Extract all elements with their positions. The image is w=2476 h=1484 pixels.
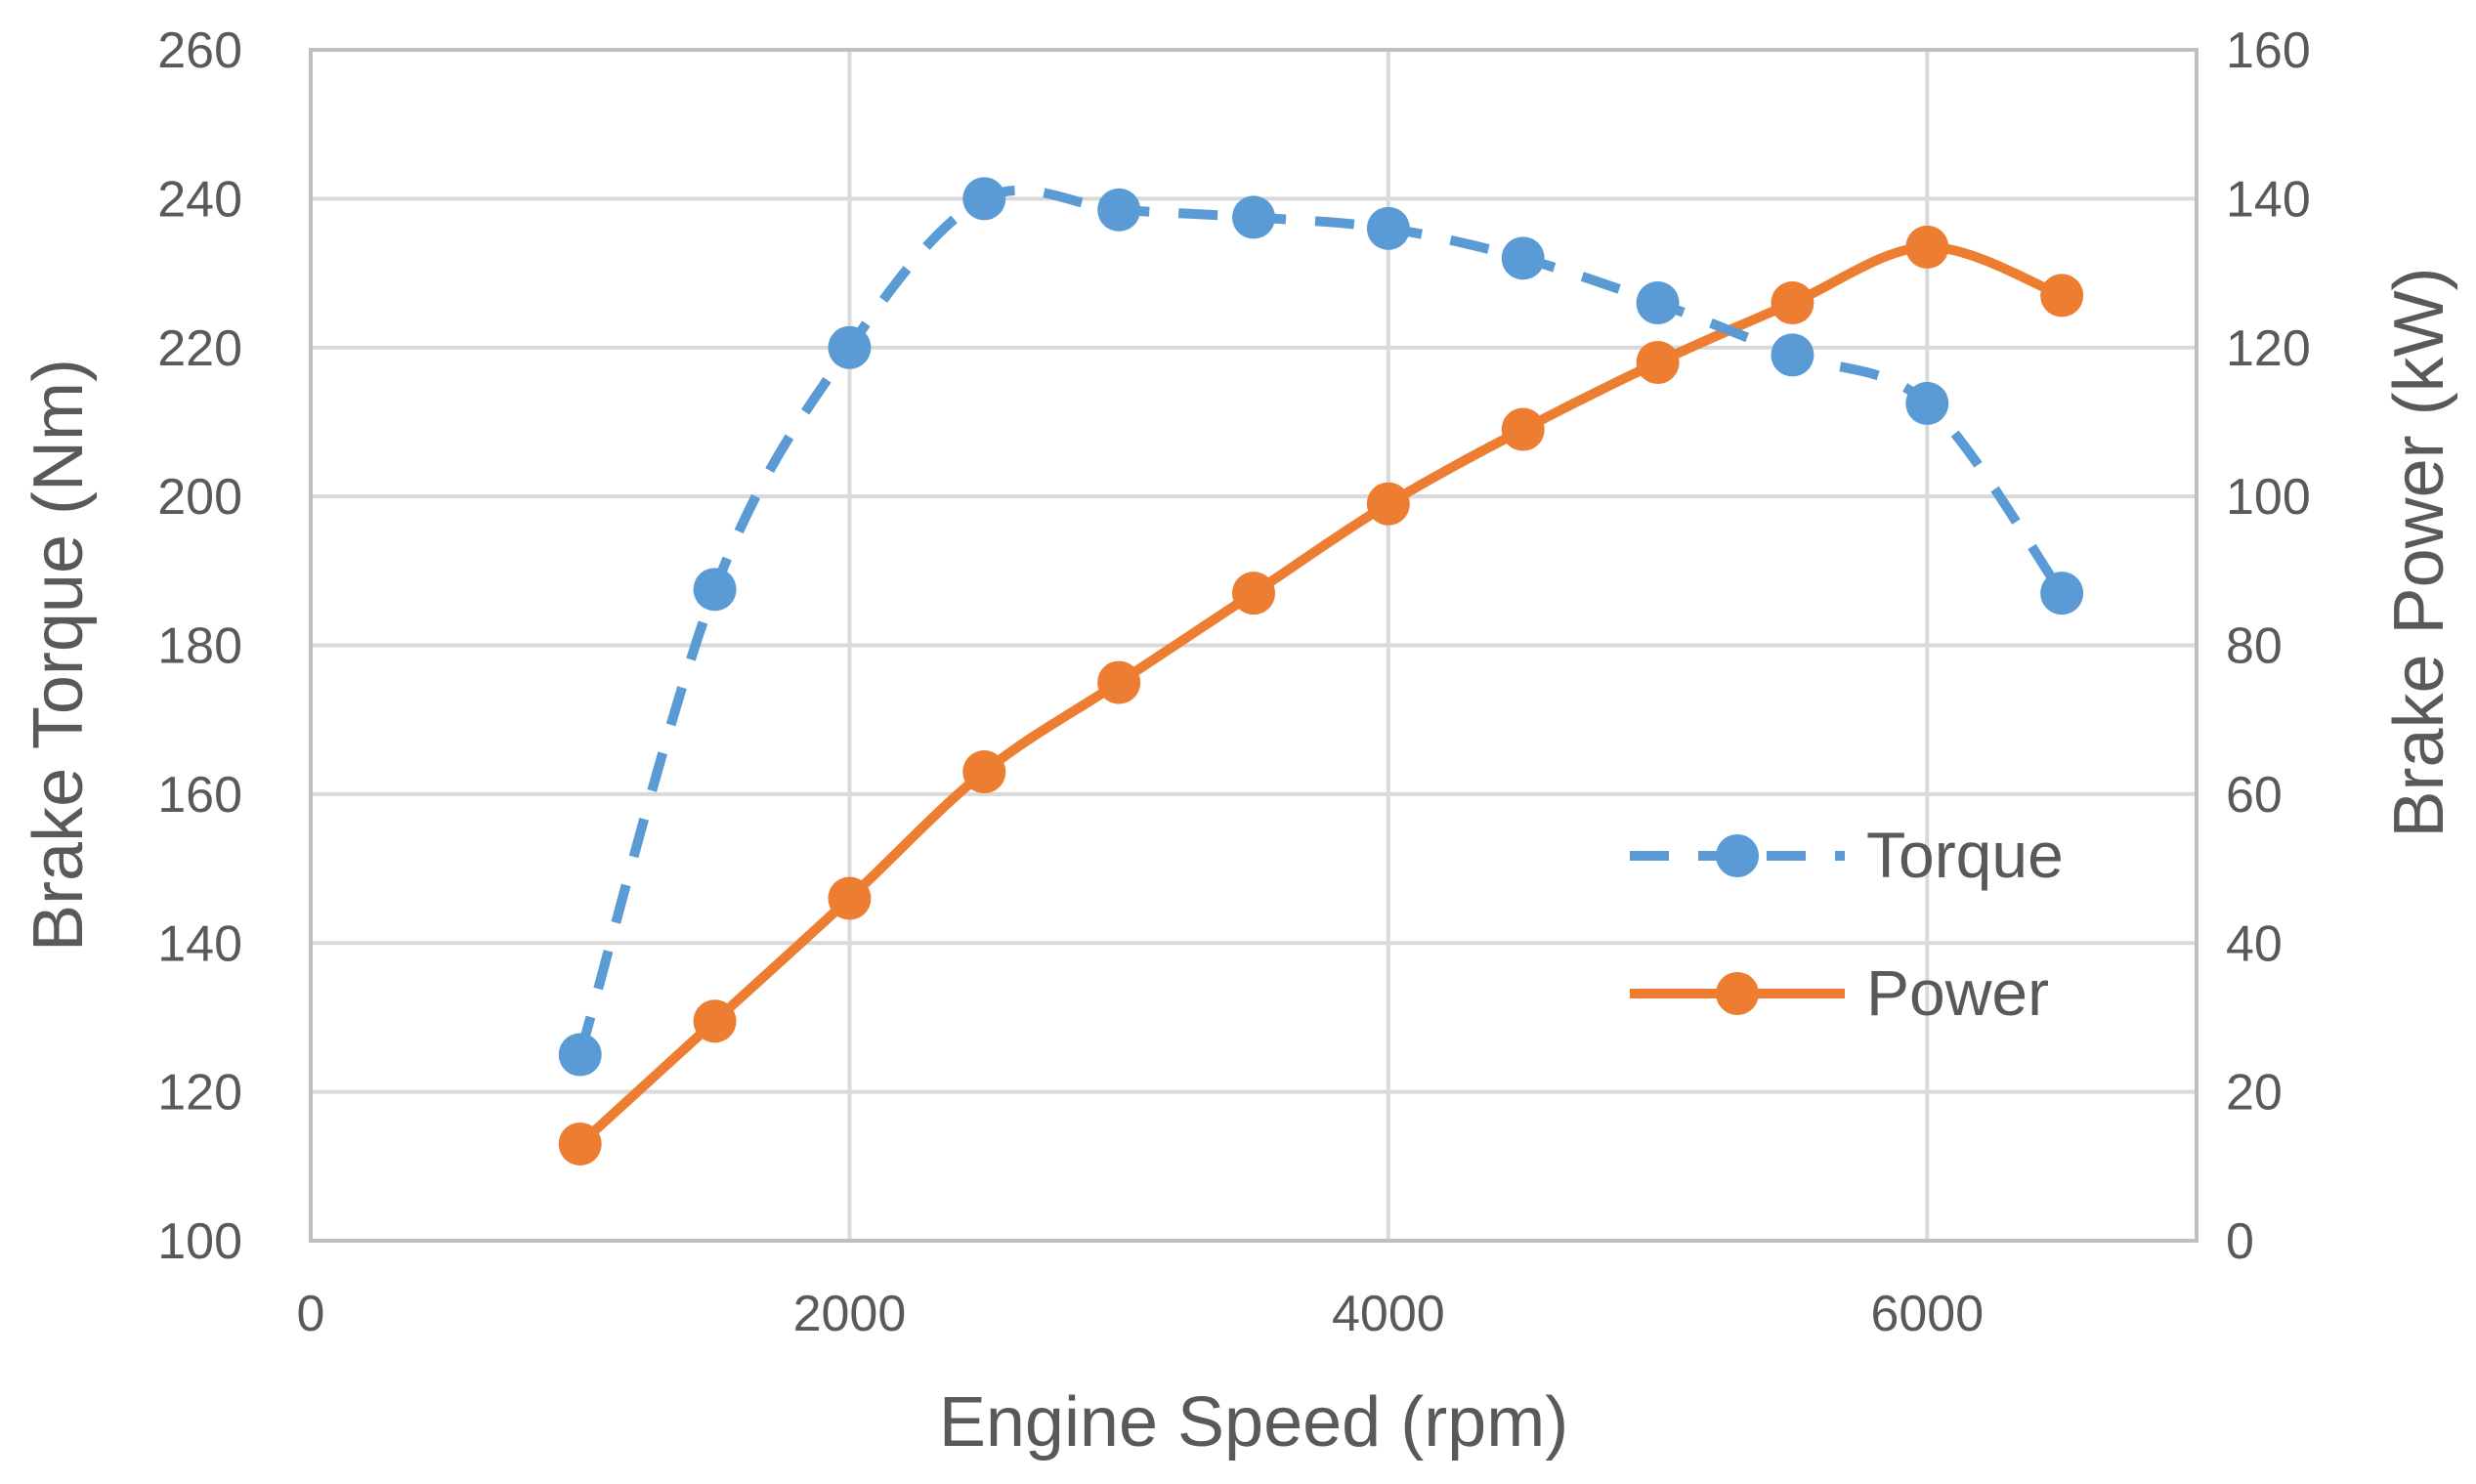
tick-labels: 100 120 140 160 180 200 220 240 260 0 20 40 60 80 100 1… (157, 22, 2311, 1342)
torque-point (1771, 333, 1814, 377)
legend-power-label: Power (1866, 956, 2049, 1029)
y-tick-label: 100 (157, 1213, 242, 1270)
y-tick-label: 240 (157, 171, 242, 228)
power-point (1501, 407, 1545, 451)
data-series (558, 177, 2084, 1166)
y-tick-label: 160 (157, 767, 242, 824)
torque-point (558, 1033, 602, 1077)
torque-point (1636, 281, 1680, 325)
torque-point (1501, 236, 1545, 280)
x-axis-title: Engine Speed (rpm) (939, 1383, 1568, 1462)
torque-line (575, 185, 2067, 1056)
power-point (2040, 274, 2084, 318)
torque-point (1366, 206, 1410, 250)
power-point (962, 750, 1006, 794)
torque-point (1232, 195, 1275, 239)
y2-tick-label: 120 (2226, 320, 2311, 377)
y2-tick-label: 0 (2226, 1213, 2254, 1270)
y2-tick-label: 40 (2226, 915, 2283, 972)
x-tick-label: 0 (297, 1286, 325, 1342)
x-tick-label: 2000 (793, 1286, 907, 1342)
y2-tick-label: 140 (2226, 171, 2311, 228)
power-point (1636, 340, 1680, 384)
power-point (828, 876, 872, 920)
power-point (693, 999, 737, 1043)
y2-axis-title: Brake Power (kW) (2380, 267, 2458, 837)
y-axis-title: Brake Torque (Nm) (20, 359, 98, 952)
y-tick-label: 140 (157, 915, 242, 972)
power-point (1905, 225, 1949, 269)
legend: Torque Power (1630, 819, 2064, 1029)
legend-item-power: Power (1630, 956, 2049, 1029)
torque-point (1097, 188, 1141, 232)
power-point (1771, 281, 1814, 325)
y2-tick-label: 160 (2226, 22, 2311, 79)
legend-torque-label: Torque (1866, 819, 2064, 891)
torque-point (693, 568, 737, 612)
torque-point (2040, 572, 2084, 615)
power-point (1366, 482, 1410, 526)
y2-tick-label: 80 (2226, 618, 2283, 675)
y-tick-label: 260 (157, 22, 242, 79)
y-tick-label: 220 (157, 320, 242, 377)
y2-tick-label: 60 (2226, 767, 2283, 824)
plot-area-frame (309, 48, 2199, 1243)
x-tick-label: 6000 (1870, 1286, 1984, 1342)
y-tick-label: 120 (157, 1065, 242, 1122)
torque-point (828, 325, 872, 369)
y2-tick-label: 100 (2226, 469, 2311, 526)
y2-tick-label: 20 (2226, 1065, 2283, 1122)
x-tick-label: 4000 (1332, 1286, 1445, 1342)
torque-point (962, 177, 1006, 221)
power-point (1232, 572, 1275, 615)
power-point (558, 1122, 602, 1166)
legend-power-swatch-marker (1716, 972, 1759, 1015)
y-tick-label: 200 (157, 469, 242, 526)
y-tick-label: 180 (157, 618, 242, 675)
legend-item-torque: Torque (1630, 819, 2064, 891)
legend-torque-swatch-marker (1716, 834, 1759, 877)
power-line (576, 241, 2064, 1148)
torque-point (1905, 381, 1949, 425)
power-point (1097, 660, 1141, 704)
